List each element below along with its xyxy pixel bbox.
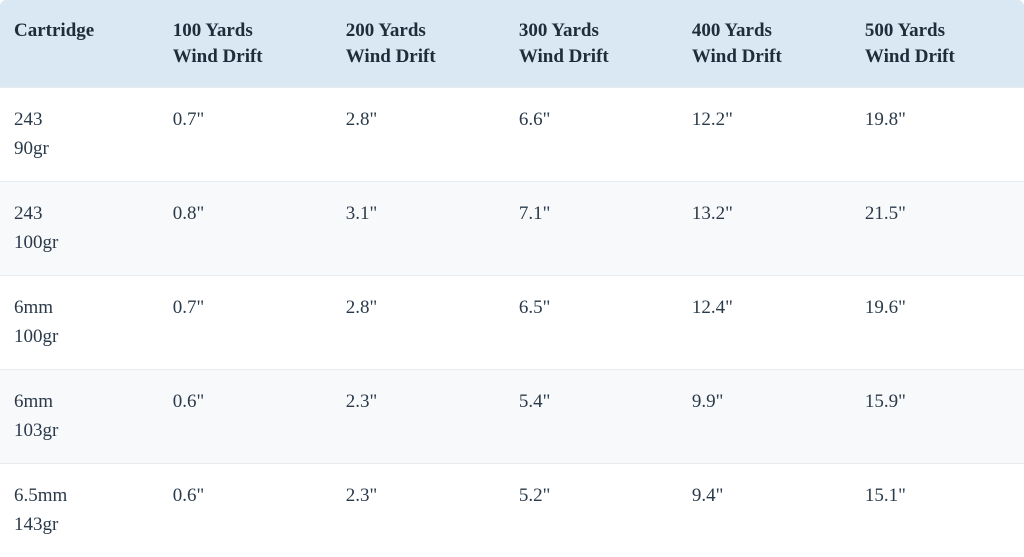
cell-300: 5.2"	[505, 464, 678, 557]
cell-200: 3.1"	[332, 182, 505, 276]
cell-cartridge: 6mm 100gr	[0, 276, 159, 370]
cell-cartridge: 243 90gr	[0, 88, 159, 182]
table-row: 6.5mm 143gr 0.6" 2.3" 5.2" 9.4" 15.1"	[0, 464, 1024, 557]
col-header-label: Wind Drift	[692, 44, 837, 70]
cell-100: 0.7"	[159, 276, 332, 370]
cell-400: 12.2"	[678, 88, 851, 182]
col-header-label: Cartridge	[14, 18, 145, 44]
table-row: 243 90gr 0.7" 2.8" 6.6" 12.2" 19.8"	[0, 88, 1024, 182]
cell-300: 6.6"	[505, 88, 678, 182]
cell-200: 2.3"	[332, 370, 505, 464]
cell-100: 0.7"	[159, 88, 332, 182]
col-header-200: 200 Yards Wind Drift	[332, 0, 505, 88]
col-header-label: 300 Yards	[519, 18, 664, 44]
cartridge-grain: 103gr	[14, 417, 145, 446]
col-header-400: 400 Yards Wind Drift	[678, 0, 851, 88]
cell-300: 6.5"	[505, 276, 678, 370]
cell-400: 13.2"	[678, 182, 851, 276]
col-header-label: 500 Yards	[865, 18, 1010, 44]
col-header-100: 100 Yards Wind Drift	[159, 0, 332, 88]
cartridge-grain: 90gr	[14, 135, 145, 164]
cell-500: 19.6"	[851, 276, 1024, 370]
col-header-cartridge: Cartridge	[0, 0, 159, 88]
cell-400: 9.9"	[678, 370, 851, 464]
col-header-300: 300 Yards Wind Drift	[505, 0, 678, 88]
cell-200: 2.8"	[332, 88, 505, 182]
cell-100: 0.6"	[159, 370, 332, 464]
col-header-label: Wind Drift	[865, 44, 1010, 70]
cell-400: 9.4"	[678, 464, 851, 557]
cartridge-name: 243	[14, 106, 145, 135]
cartridge-name: 6mm	[14, 294, 145, 323]
table-row: 6mm 103gr 0.6" 2.3" 5.4" 9.9" 15.9"	[0, 370, 1024, 464]
cartridge-name: 243	[14, 200, 145, 229]
cartridge-name: 6mm	[14, 388, 145, 417]
cell-cartridge: 6.5mm 143gr	[0, 464, 159, 557]
wind-drift-table-container: Cartridge 100 Yards Wind Drift 200 Yards…	[0, 0, 1024, 557]
cell-300: 5.4"	[505, 370, 678, 464]
cartridge-name: 6.5mm	[14, 482, 145, 511]
cartridge-grain: 100gr	[14, 229, 145, 258]
col-header-label: 100 Yards	[173, 18, 318, 44]
table-row: 243 100gr 0.8" 3.1" 7.1" 13.2" 21.5"	[0, 182, 1024, 276]
cell-500: 21.5"	[851, 182, 1024, 276]
cell-100: 0.8"	[159, 182, 332, 276]
cell-200: 2.3"	[332, 464, 505, 557]
table-header-row: Cartridge 100 Yards Wind Drift 200 Yards…	[0, 0, 1024, 88]
col-header-label: Wind Drift	[173, 44, 318, 70]
cell-400: 12.4"	[678, 276, 851, 370]
cartridge-grain: 143gr	[14, 511, 145, 540]
cell-cartridge: 6mm 103gr	[0, 370, 159, 464]
table-row: 6mm 100gr 0.7" 2.8" 6.5" 12.4" 19.6"	[0, 276, 1024, 370]
cell-200: 2.8"	[332, 276, 505, 370]
cell-cartridge: 243 100gr	[0, 182, 159, 276]
cell-500: 15.9"	[851, 370, 1024, 464]
cartridge-grain: 100gr	[14, 323, 145, 352]
cell-500: 15.1"	[851, 464, 1024, 557]
cell-500: 19.8"	[851, 88, 1024, 182]
cell-300: 7.1"	[505, 182, 678, 276]
col-header-label: Wind Drift	[519, 44, 664, 70]
wind-drift-table: Cartridge 100 Yards Wind Drift 200 Yards…	[0, 0, 1024, 557]
col-header-label: 400 Yards	[692, 18, 837, 44]
col-header-500: 500 Yards Wind Drift	[851, 0, 1024, 88]
cell-100: 0.6"	[159, 464, 332, 557]
col-header-label: Wind Drift	[346, 44, 491, 70]
col-header-label: 200 Yards	[346, 18, 491, 44]
